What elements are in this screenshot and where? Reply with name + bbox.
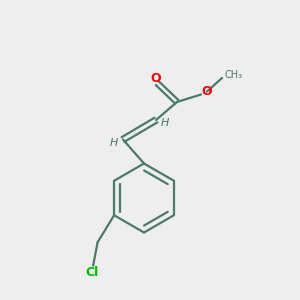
Text: O: O <box>151 71 161 85</box>
Text: H: H <box>161 118 169 128</box>
Text: H: H <box>110 137 118 148</box>
Text: Cl: Cl <box>85 266 98 279</box>
Text: CH₃: CH₃ <box>225 70 243 80</box>
Text: O: O <box>202 85 212 98</box>
